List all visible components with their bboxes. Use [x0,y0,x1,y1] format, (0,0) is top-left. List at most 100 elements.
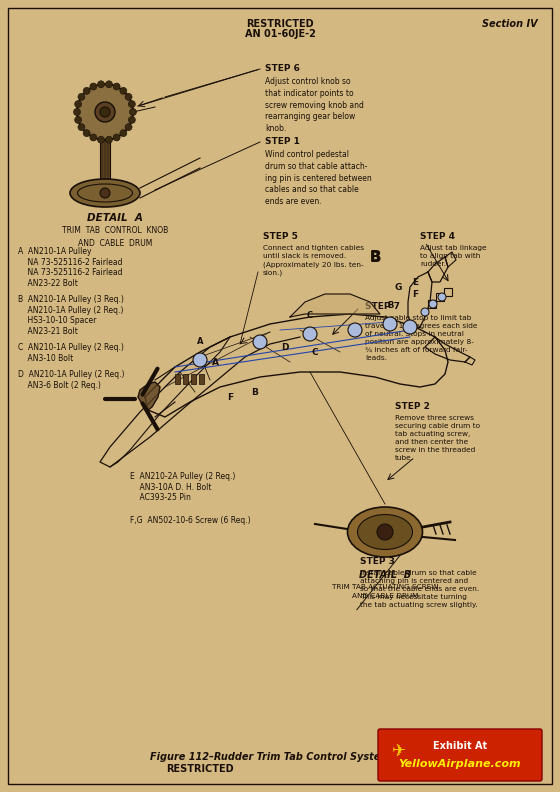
Text: B  AN210-1A Pulley (3 Req.): B AN210-1A Pulley (3 Req.) [18,295,124,304]
Text: Adjust cable stop to limit tab
travel to 10 degrees each side
of neutral. Stops : Adjust cable stop to limit tab travel to… [365,315,477,361]
Text: AC393-25 Pin: AC393-25 Pin [130,493,191,502]
FancyBboxPatch shape [378,729,542,781]
Text: AN3-10A D. H. Bolt: AN3-10A D. H. Bolt [130,482,212,492]
Text: DETAIL  B: DETAIL B [359,570,411,580]
Text: E  AN210-2A Pulley (2 Req.): E AN210-2A Pulley (2 Req.) [130,472,235,481]
Text: NA 73-525116-2 Fairlead: NA 73-525116-2 Fairlead [18,257,123,266]
Text: RESTRICTED: RESTRICTED [246,19,314,29]
Circle shape [348,323,362,337]
Polygon shape [290,294,380,317]
Polygon shape [408,272,432,327]
Text: AN210-1A Pulley (2 Req.): AN210-1A Pulley (2 Req.) [18,306,123,314]
Ellipse shape [70,179,140,207]
Circle shape [100,107,110,117]
Text: STEP 3: STEP 3 [360,557,395,566]
Bar [100,140,110,185]
Text: AN 01-60JE-2: AN 01-60JE-2 [245,29,315,39]
Circle shape [128,116,136,124]
Text: E: E [412,277,418,287]
Circle shape [120,87,127,94]
Bar [191,374,196,384]
Text: STEP 4: STEP 4 [420,232,455,241]
Text: AN3-6 Bolt (2 Req.): AN3-6 Bolt (2 Req.) [18,380,101,390]
Ellipse shape [357,515,413,550]
Text: TRIM  TAB  CONTROL  KNOB
AND  CABLE  DRUM: TRIM TAB CONTROL KNOB AND CABLE DRUM [62,226,168,248]
Circle shape [97,136,105,143]
Circle shape [74,101,82,108]
Polygon shape [100,337,300,467]
Text: DETAIL  A: DETAIL A [87,213,143,223]
Text: Adjust control knob so
that indicator points to
screw removing knob and
rearrang: Adjust control knob so that indicator po… [265,77,364,133]
Text: Connect and tighten cables
until slack is removed.
(Approximately 20 lbs. ten-
s: Connect and tighten cables until slack i… [263,245,364,276]
Text: B: B [370,250,380,264]
Text: A: A [197,337,203,346]
Bar [428,300,436,308]
Circle shape [78,124,85,131]
Ellipse shape [348,507,422,557]
Circle shape [429,300,437,308]
Text: F: F [227,393,233,402]
Bar [175,374,180,384]
Text: C: C [307,311,313,320]
Text: Exhibit At: Exhibit At [433,741,487,751]
Circle shape [90,134,97,141]
Circle shape [120,130,127,137]
Text: C: C [312,348,318,356]
Text: STEP 1: STEP 1 [265,137,300,146]
Text: B: B [387,301,393,310]
Polygon shape [445,252,456,267]
Polygon shape [145,314,448,417]
Text: G: G [394,283,402,291]
Text: STEP 7: STEP 7 [365,302,400,311]
Circle shape [74,116,82,124]
Circle shape [438,293,446,301]
Text: YellowAirplane.com: YellowAirplane.com [399,759,521,769]
Text: STEP 6: STEP 6 [265,64,300,73]
Bar [199,374,204,384]
Text: AN23-22 Bolt: AN23-22 Bolt [18,279,78,287]
Bar [436,293,444,301]
Circle shape [377,524,393,540]
Text: Figure 112–Rudder Trim Tab Control System: Figure 112–Rudder Trim Tab Control Syste… [150,752,390,762]
Circle shape [383,317,397,331]
Text: AN3-10 Bolt: AN3-10 Bolt [18,353,73,363]
Circle shape [100,188,110,198]
Circle shape [83,130,90,137]
Circle shape [77,84,133,140]
Circle shape [193,353,207,367]
Circle shape [73,109,81,116]
Circle shape [78,93,85,101]
Bar [444,288,452,296]
Text: Wind control pedestal
drum so that cable attach-
ing pin is centered between
cab: Wind control pedestal drum so that cable… [265,150,372,206]
Text: AN23-21 Bolt: AN23-21 Bolt [18,326,78,336]
Circle shape [253,335,267,349]
Circle shape [125,124,132,131]
Polygon shape [138,382,160,410]
Circle shape [129,109,137,116]
Circle shape [421,308,429,316]
Text: F: F [412,290,418,299]
Text: NA 73-525116-2 Fairlead: NA 73-525116-2 Fairlead [18,268,123,277]
Polygon shape [425,337,470,362]
Circle shape [97,81,105,88]
Circle shape [303,327,317,341]
Circle shape [90,83,97,90]
Text: TRIM TAB ACTUATING SCREW
AND CABLE DRUM: TRIM TAB ACTUATING SCREW AND CABLE DRUM [332,584,438,599]
Circle shape [83,87,90,94]
Text: B: B [251,387,258,397]
Text: STEP 2: STEP 2 [395,402,430,411]
Circle shape [403,320,417,334]
Text: ✈: ✈ [391,742,405,760]
Circle shape [105,81,113,88]
Text: Section IV: Section IV [482,19,538,29]
Text: C  AN210-1A Pulley (2 Req.): C AN210-1A Pulley (2 Req.) [18,343,124,352]
Text: Adjust tab linkage
to align tab with
rudder.: Adjust tab linkage to align tab with rud… [420,245,487,267]
Text: Bpt-M-H: Bpt-M-H [508,762,530,767]
Circle shape [113,83,120,90]
Text: F,G  AN502-10-6 Screw (6 Req.): F,G AN502-10-6 Screw (6 Req.) [130,516,251,525]
Text: Remove three screws
securing cable drum to
tab actuating screw,
and then center : Remove three screws securing cable drum … [395,415,480,461]
Circle shape [125,93,132,101]
Polygon shape [428,257,448,282]
Text: HS3-10-10 Spacer: HS3-10-10 Spacer [18,316,96,325]
Circle shape [113,134,120,141]
